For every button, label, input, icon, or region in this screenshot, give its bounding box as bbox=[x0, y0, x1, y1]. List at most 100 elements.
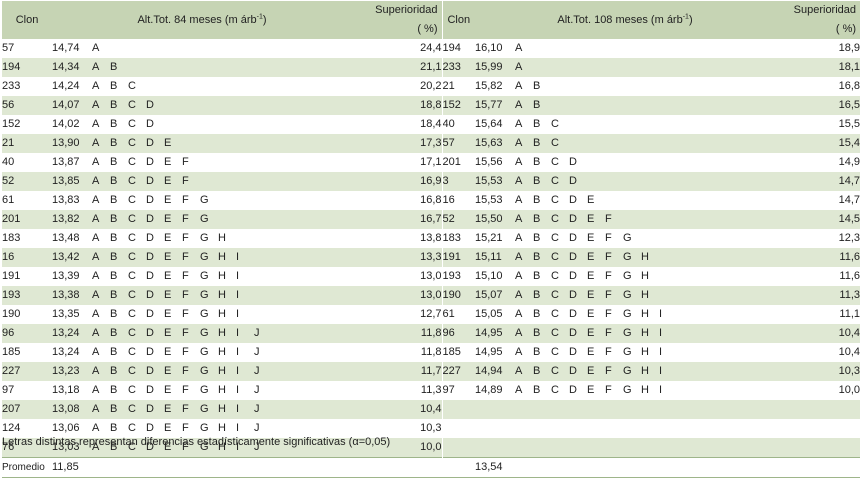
group-letter: E bbox=[164, 346, 172, 358]
group-letter: B bbox=[110, 270, 118, 282]
superioridad-84: 21,1 bbox=[352, 58, 443, 77]
group-letter: F bbox=[182, 422, 189, 434]
group-letter: F bbox=[605, 289, 612, 301]
group-letter: A bbox=[515, 80, 523, 92]
group-letter: B bbox=[533, 232, 541, 244]
clon-84: 191 bbox=[2, 267, 52, 286]
group-letter: D bbox=[569, 175, 577, 187]
superioridad-108: 14,5 bbox=[775, 210, 861, 229]
table-row: 201 13,82 A B C D E F G 16,7 52 15,50 A B C D E F 14,5 bbox=[2, 210, 861, 229]
group-letter: C bbox=[128, 137, 136, 149]
group-letter: G bbox=[200, 384, 209, 396]
group-letter: A bbox=[92, 137, 100, 149]
clon-108: 16 bbox=[442, 191, 475, 210]
group-letter: B bbox=[533, 213, 541, 225]
group-letter: D bbox=[146, 441, 154, 453]
group-letter: F bbox=[605, 327, 612, 339]
group-letter: H bbox=[218, 289, 226, 301]
alt-108-value bbox=[475, 419, 515, 438]
group-letter: C bbox=[551, 384, 559, 396]
significance-note: Letras distintas representan diferencias… bbox=[2, 436, 391, 448]
group-letter: B bbox=[110, 194, 118, 206]
clon-84: 16 bbox=[2, 248, 52, 267]
alt-108-value: 15,63 bbox=[475, 134, 515, 153]
group-letter: C bbox=[128, 365, 136, 377]
group-letter: C bbox=[128, 213, 136, 225]
superioridad-84: 11,3 bbox=[352, 381, 443, 400]
group-letter: G bbox=[200, 327, 209, 339]
group-letter: D bbox=[569, 346, 577, 358]
group-letter: I bbox=[236, 289, 240, 301]
group-letter: B bbox=[110, 213, 118, 225]
group-letter: E bbox=[587, 346, 595, 358]
superioridad-84: 24,4 bbox=[352, 39, 443, 58]
group-letter: E bbox=[587, 289, 595, 301]
group-letter: B bbox=[110, 99, 118, 111]
group-letter: B bbox=[533, 80, 541, 92]
clon-108: 40 bbox=[442, 115, 475, 134]
group-letter: D bbox=[569, 365, 577, 377]
group-letter: E bbox=[164, 232, 172, 244]
group-letter: I bbox=[236, 422, 240, 434]
group-letter: B bbox=[110, 327, 118, 339]
group-letter: C bbox=[551, 308, 559, 320]
alt-84-value: 14,74 bbox=[52, 39, 92, 58]
group-letter: D bbox=[569, 251, 577, 263]
group-letter: C bbox=[128, 118, 136, 130]
group-letter: C bbox=[128, 175, 136, 187]
group-letter: F bbox=[182, 232, 189, 244]
clon-108: 194 bbox=[442, 39, 475, 58]
group-letter: E bbox=[587, 384, 595, 396]
group-letter: B bbox=[533, 137, 541, 149]
alt-108-value: 14,89 bbox=[475, 381, 515, 400]
alt-84-value: 13,38 bbox=[52, 286, 92, 305]
clon-84: 52 bbox=[2, 172, 52, 191]
group-letter: F bbox=[605, 365, 612, 377]
group-letter: B bbox=[110, 251, 118, 263]
group-letter: B bbox=[533, 99, 541, 111]
clon-84: 183 bbox=[2, 229, 52, 248]
group-letter: H bbox=[218, 365, 226, 377]
group-letter: A bbox=[92, 80, 100, 92]
group-letter: H bbox=[641, 270, 649, 282]
superioridad-108: 16,5 bbox=[775, 96, 861, 115]
group-letter: H bbox=[218, 232, 226, 244]
clon-108: 233 bbox=[442, 58, 475, 77]
group-letter: A bbox=[515, 327, 523, 339]
superioridad-108: 10,0 bbox=[775, 381, 861, 400]
group-letter: C bbox=[128, 327, 136, 339]
group-letter: D bbox=[569, 327, 577, 339]
alt-108-letters bbox=[515, 419, 776, 438]
alt-84-value: 13,87 bbox=[52, 153, 92, 172]
table-row: 61 13,83 A B C D E F G 16,8 16 15,53 A B C D E 14,7 bbox=[2, 191, 861, 210]
group-letter: D bbox=[569, 384, 577, 396]
group-letter: C bbox=[128, 251, 136, 263]
superioridad-84: 17,1 bbox=[352, 153, 443, 172]
clon-108: 185 bbox=[442, 343, 475, 362]
group-letter: I bbox=[236, 346, 240, 358]
alt-108-value: 15,64 bbox=[475, 115, 515, 134]
group-letter: E bbox=[164, 137, 172, 149]
group-letter: A bbox=[92, 175, 100, 187]
group-letter: I bbox=[236, 251, 240, 263]
table-row: 16 13,42 A B C D E F G H I 13,3 191 15,11 A B C D E F G H 11,6 bbox=[2, 248, 861, 267]
group-letter: A bbox=[515, 118, 523, 130]
group-letter: G bbox=[200, 270, 209, 282]
group-letter: C bbox=[551, 270, 559, 282]
alt-108-value: 15,53 bbox=[475, 191, 515, 210]
clon-84: 124 bbox=[2, 419, 52, 438]
table-row: 52 13,85 A B C D E F 16,9 3 15,53 A B C D 14,7 bbox=[2, 172, 861, 191]
alt-108-value: 15,77 bbox=[475, 96, 515, 115]
group-letter: G bbox=[623, 289, 632, 301]
group-letter: C bbox=[128, 270, 136, 282]
group-letter: B bbox=[110, 308, 118, 320]
superioridad-84: 16,7 bbox=[352, 210, 443, 229]
group-letter: C bbox=[128, 346, 136, 358]
clon-108: 190 bbox=[442, 286, 475, 305]
